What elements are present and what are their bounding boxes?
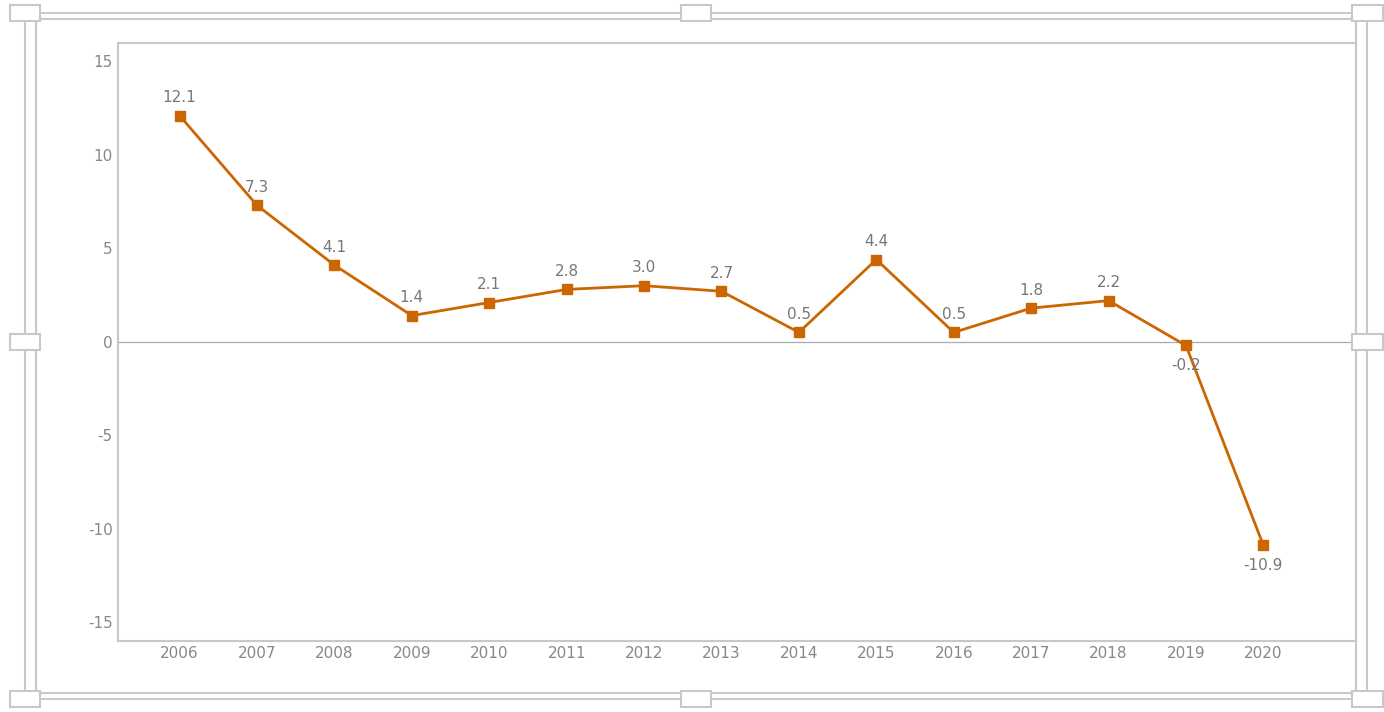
Text: -0.2: -0.2 (1171, 357, 1201, 372)
Text: 1.8: 1.8 (1019, 283, 1044, 298)
Text: 4.4: 4.4 (864, 234, 889, 249)
Text: 1.4: 1.4 (400, 290, 424, 305)
Text: 0.5: 0.5 (787, 307, 811, 322)
Text: 12.1: 12.1 (163, 90, 197, 105)
Text: 2.2: 2.2 (1096, 276, 1121, 290)
Text: 2.8: 2.8 (555, 264, 579, 279)
Text: 0.5: 0.5 (941, 307, 966, 322)
Text: 2.1: 2.1 (477, 277, 501, 292)
Text: 3.0: 3.0 (632, 261, 656, 276)
Text: -10.9: -10.9 (1244, 557, 1283, 572)
Text: 7.3: 7.3 (245, 180, 268, 195)
Text: 2.7: 2.7 (710, 266, 734, 281)
Text: 4.1: 4.1 (322, 240, 346, 255)
